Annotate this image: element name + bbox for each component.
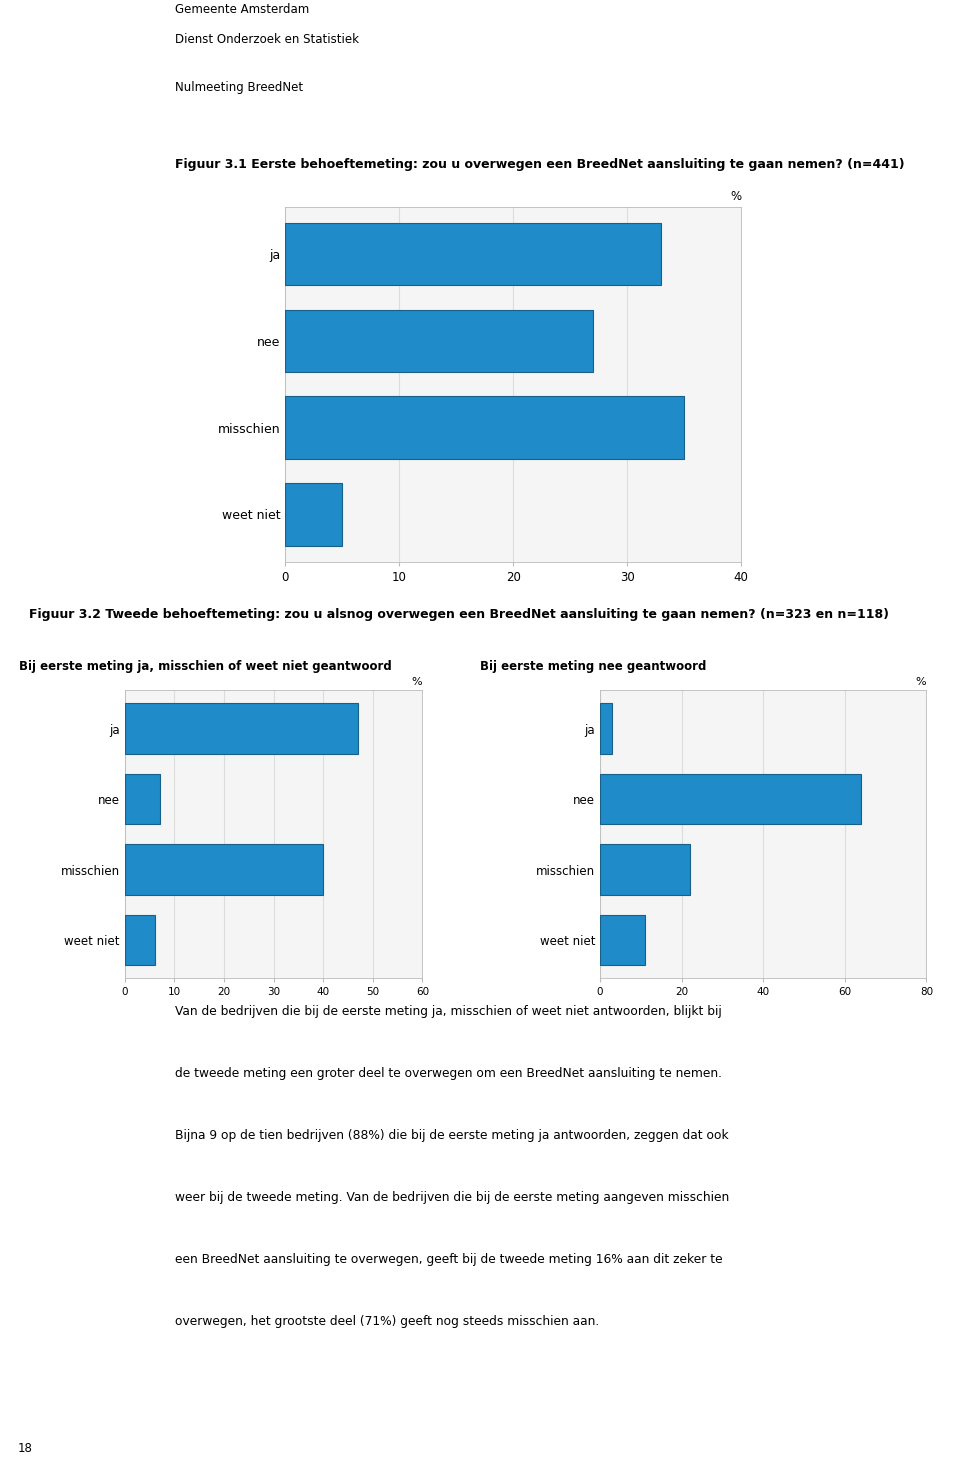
Text: Bijna 9 op de tien bedrijven (88%) die bij de eerste meting ja antwoorden, zegge: Bijna 9 op de tien bedrijven (88%) die b…	[175, 1129, 729, 1142]
Bar	[285, 223, 661, 285]
Text: %: %	[412, 677, 422, 687]
Text: Figuur 3.1 Eerste behoeftemeting: zou u overwegen een BreedNet aansluiting te ga: Figuur 3.1 Eerste behoeftemeting: zou u …	[175, 158, 904, 170]
Bar	[125, 844, 324, 894]
Bar	[125, 915, 155, 965]
Bar	[600, 915, 645, 965]
Text: %: %	[916, 677, 926, 687]
Text: overwegen, het grootste deel (71%) geeft nog steeds misschien aan.: overwegen, het grootste deel (71%) geeft…	[175, 1315, 599, 1329]
Text: Dienst Onderzoek en Statistiek: Dienst Onderzoek en Statistiek	[175, 33, 359, 46]
Text: Nulmeeting BreedNet: Nulmeeting BreedNet	[175, 81, 302, 93]
Bar	[125, 774, 159, 825]
Text: Gemeente Amsterdam: Gemeente Amsterdam	[175, 3, 309, 16]
Text: een BreedNet aansluiting te overwegen, geeft bij de tweede meting 16% aan dit ze: een BreedNet aansluiting te overwegen, g…	[175, 1253, 722, 1267]
Text: weer bij de tweede meting. Van de bedrijven die bij de eerste meting aangeven mi: weer bij de tweede meting. Van de bedrij…	[175, 1191, 729, 1205]
Text: Figuur 3.2 Tweede behoeftemeting: zou u alsnog overwegen een BreedNet aansluitin: Figuur 3.2 Tweede behoeftemeting: zou u …	[29, 609, 889, 621]
Bar	[285, 310, 593, 372]
Text: de tweede meting een groter deel te overwegen om een BreedNet aansluiting te nem: de tweede meting een groter deel te over…	[175, 1067, 722, 1080]
Bar	[600, 844, 689, 894]
Text: 18: 18	[17, 1443, 32, 1454]
Bar	[600, 704, 612, 754]
Text: Bij eerste meting ja, misschien of weet niet geantwoord: Bij eerste meting ja, misschien of weet …	[19, 661, 392, 672]
Bar	[600, 774, 861, 825]
Text: Bij eerste meting nee geantwoord: Bij eerste meting nee geantwoord	[480, 661, 707, 672]
Bar	[125, 704, 358, 754]
Bar	[285, 396, 684, 458]
Text: %: %	[730, 191, 741, 204]
Bar	[285, 483, 342, 545]
Text: Van de bedrijven die bij de eerste meting ja, misschien of weet niet antwoorden,: Van de bedrijven die bij de eerste metin…	[175, 1005, 722, 1018]
